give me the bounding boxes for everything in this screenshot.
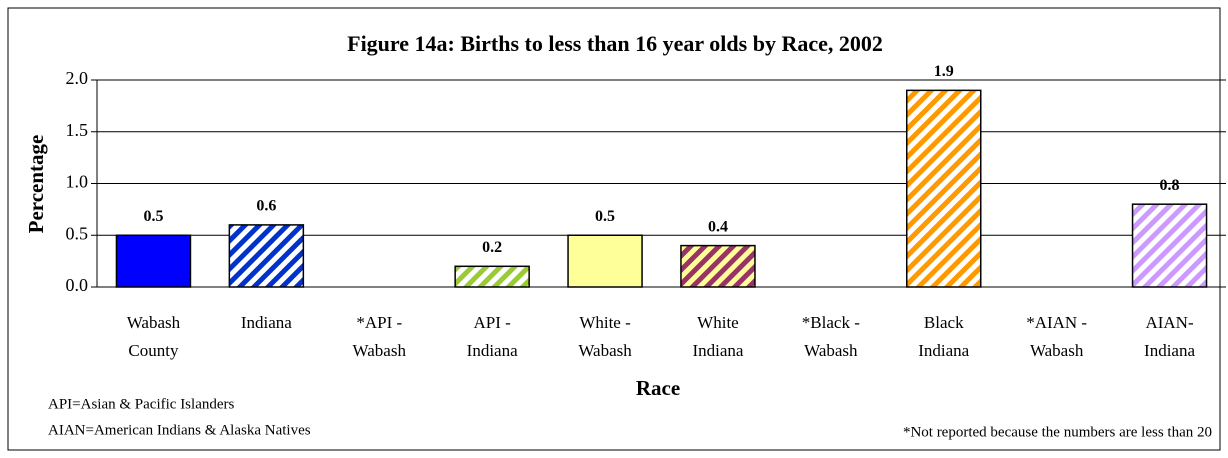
bar: [228, 224, 305, 288]
chart-title: Figure 14a: Births to less than 16 year …: [347, 31, 883, 56]
x-tick-label: Indiana: [692, 341, 743, 360]
data-label: 0.5: [143, 208, 163, 225]
x-tick-label: Wabash: [127, 313, 181, 332]
y-tick-label: 0.0: [66, 275, 89, 295]
x-tick-label: *Black -: [802, 313, 860, 332]
bar: [115, 234, 192, 288]
x-tick-label: API -: [473, 313, 511, 332]
x-tick-label: Wabash: [804, 341, 858, 360]
x-tick-label: Indiana: [1144, 341, 1195, 360]
x-tick-label: Wabash: [578, 341, 632, 360]
x-axis-label: Race: [636, 376, 680, 400]
x-tick-label: Wabash: [353, 341, 407, 360]
data-label: 0.5: [595, 208, 615, 225]
y-tick-label: 1.5: [66, 120, 89, 140]
data-label: 0.8: [1160, 177, 1180, 194]
x-tick-label: Black: [924, 313, 964, 332]
y-tick-label: 0.5: [66, 223, 89, 243]
x-tick-label: County: [128, 341, 179, 360]
x-tick-label: Indiana: [241, 313, 292, 332]
y-axis-label: Percentage: [24, 135, 48, 234]
x-tick-label: Indiana: [918, 341, 969, 360]
x-tick-label: Indiana: [467, 341, 518, 360]
x-tick-label: *AIAN -: [1026, 313, 1087, 332]
x-tick-label: Wabash: [1030, 341, 1084, 360]
footnote: *Not reported because the numbers are le…: [903, 424, 1212, 440]
data-label: 1.9: [934, 63, 954, 80]
bar: [680, 244, 756, 288]
x-tick-label: White: [697, 313, 739, 332]
bar: [1131, 203, 1208, 288]
x-tick-label: AIAN-: [1145, 313, 1193, 332]
x-tick-label: *API -: [356, 313, 402, 332]
bar: [567, 234, 643, 288]
data-label: 0.6: [256, 198, 276, 215]
y-tick-label: 1.0: [66, 172, 89, 192]
chart-frame: [7, 7, 1221, 451]
bar: [906, 89, 982, 288]
bar: [454, 265, 530, 288]
data-label: 0.2: [482, 239, 502, 256]
x-tick-label: White -: [579, 313, 631, 332]
footnote: AIAN=American Indians & Alaska Natives: [48, 422, 311, 438]
y-tick-label: 2.0: [66, 68, 89, 88]
data-label: 0.4: [708, 218, 728, 235]
footnote: API=Asian & Pacific Islanders: [48, 396, 234, 412]
